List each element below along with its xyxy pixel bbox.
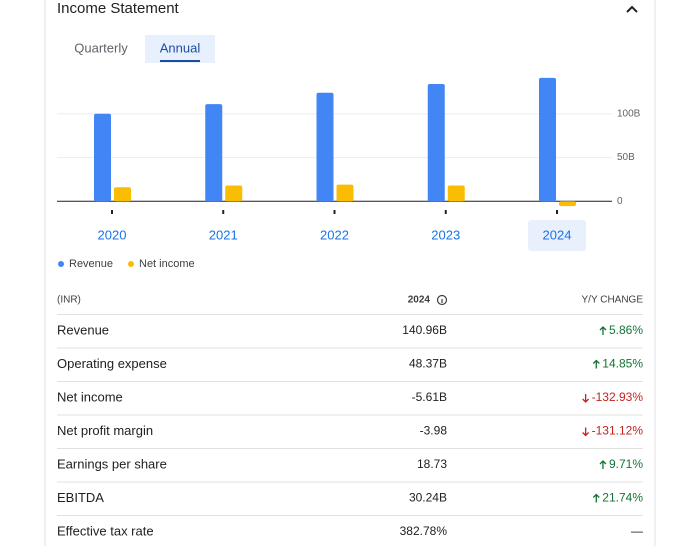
- section-title: Income Statement: [57, 0, 180, 17]
- net-income-bar: [447, 185, 465, 202]
- tab-quarterly[interactable]: Quarterly: [74, 40, 128, 55]
- collapse-button[interactable]: [626, 5, 638, 13]
- tab-annual[interactable]: Annual: [160, 40, 201, 55]
- change-arrow: [592, 359, 600, 369]
- row-label: Net profit margin: [57, 423, 153, 438]
- row-label: Effective tax rate: [57, 523, 154, 538]
- change-arrow: [592, 493, 600, 503]
- yoy-change: 21.74%: [602, 491, 643, 505]
- x-tick-label: 2021: [209, 227, 238, 242]
- column-header: Y/Y CHANGE: [582, 295, 644, 306]
- row-label: Net income: [57, 389, 123, 404]
- net-income-bar: [336, 184, 354, 202]
- row-value: -5.61B: [412, 390, 447, 404]
- change-arrow: [582, 427, 590, 437]
- x-tick-label: 2022: [320, 227, 349, 242]
- yoy-change: -131.12%: [592, 424, 644, 438]
- revenue-bar: [205, 104, 223, 202]
- revenue-bar: [94, 113, 111, 202]
- y-tick-label: 50B: [617, 152, 635, 163]
- yoy-change: 9.71%: [609, 457, 643, 471]
- chart: 0 50B 100B 2020 2021 2022 2023 2024 Revenue Net i…: [57, 77, 641, 270]
- y-tick-label: 0: [617, 196, 623, 207]
- row-value: 382.78%: [400, 524, 448, 538]
- legend-dot: [58, 261, 64, 267]
- revenue-bar: [427, 84, 445, 202]
- row-value: 30.24B: [409, 491, 447, 505]
- row-label: Operating expense: [57, 356, 167, 371]
- row-value: 48.37B: [409, 357, 447, 371]
- yoy-change: —: [631, 524, 643, 538]
- x-tick-label: 2023: [431, 227, 460, 242]
- info-icon: [436, 294, 448, 306]
- row-value: 18.73: [417, 457, 447, 471]
- row-label: Revenue: [57, 322, 109, 337]
- revenue-bar: [316, 92, 334, 202]
- row-value: -3.98: [420, 424, 448, 438]
- table: (INR) 2024 Y/Y CHANGE Revenue 140.96B 5.86% Op…: [57, 294, 644, 538]
- tab-annual-bg[interactable]: [145, 35, 215, 63]
- yoy-change: -132.93%: [592, 390, 644, 404]
- row-label: EBITDA: [57, 490, 104, 505]
- row-value: 140.96B: [402, 323, 447, 337]
- change-arrow: [582, 394, 590, 403]
- legend-dot: [128, 261, 134, 267]
- legend-label: Net income: [139, 258, 195, 270]
- x-tick-label: 2024: [543, 227, 572, 242]
- change-arrow: [599, 460, 607, 469]
- net-income-bar: [225, 185, 243, 202]
- net-income-bar: [114, 187, 131, 202]
- yoy-change: 14.85%: [602, 357, 643, 371]
- yoy-change: 5.86%: [609, 323, 643, 337]
- change-arrow: [599, 326, 607, 335]
- selected-year-bg: [528, 220, 586, 251]
- y-tick-label: 100B: [617, 108, 641, 119]
- net-income-bar: [559, 201, 576, 207]
- x-tick-label: 2020: [98, 227, 127, 242]
- row-label: Earnings per share: [57, 456, 167, 471]
- column-header: (INR): [57, 295, 81, 306]
- column-header: 2024: [408, 295, 431, 306]
- legend-label: Revenue: [69, 258, 113, 270]
- revenue-bar: [539, 77, 556, 202]
